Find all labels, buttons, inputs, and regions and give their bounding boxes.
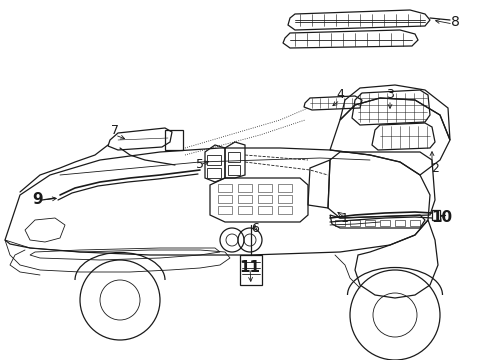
Bar (218, 206, 232, 214)
Text: 11: 11 (240, 261, 261, 275)
Text: 10: 10 (431, 211, 453, 225)
Text: 5: 5 (196, 158, 204, 171)
Bar (395, 220, 405, 226)
Text: 1: 1 (341, 211, 349, 225)
Bar (432, 210, 440, 220)
Bar (238, 184, 252, 192)
Bar (380, 220, 390, 226)
Text: 6: 6 (251, 221, 259, 234)
Bar (240, 255, 262, 285)
Bar (165, 130, 183, 150)
Bar (207, 155, 221, 165)
Bar (228, 165, 240, 175)
Bar (218, 184, 232, 192)
Text: 9: 9 (33, 193, 43, 207)
Bar (207, 168, 221, 178)
Text: 2: 2 (431, 162, 439, 175)
Bar (238, 195, 252, 203)
Bar (350, 220, 360, 226)
Text: 4: 4 (336, 89, 344, 102)
Bar (278, 195, 292, 203)
Bar (238, 206, 252, 214)
Bar (278, 184, 292, 192)
Bar (365, 220, 375, 226)
Bar (258, 206, 272, 214)
Bar (278, 206, 292, 214)
Bar (258, 195, 272, 203)
Text: 8: 8 (451, 15, 460, 29)
Bar (335, 220, 345, 226)
Bar (218, 195, 232, 203)
Bar (228, 152, 240, 162)
Bar (410, 220, 420, 226)
Text: 7: 7 (111, 123, 119, 136)
Bar (258, 184, 272, 192)
Text: 3: 3 (386, 89, 394, 102)
